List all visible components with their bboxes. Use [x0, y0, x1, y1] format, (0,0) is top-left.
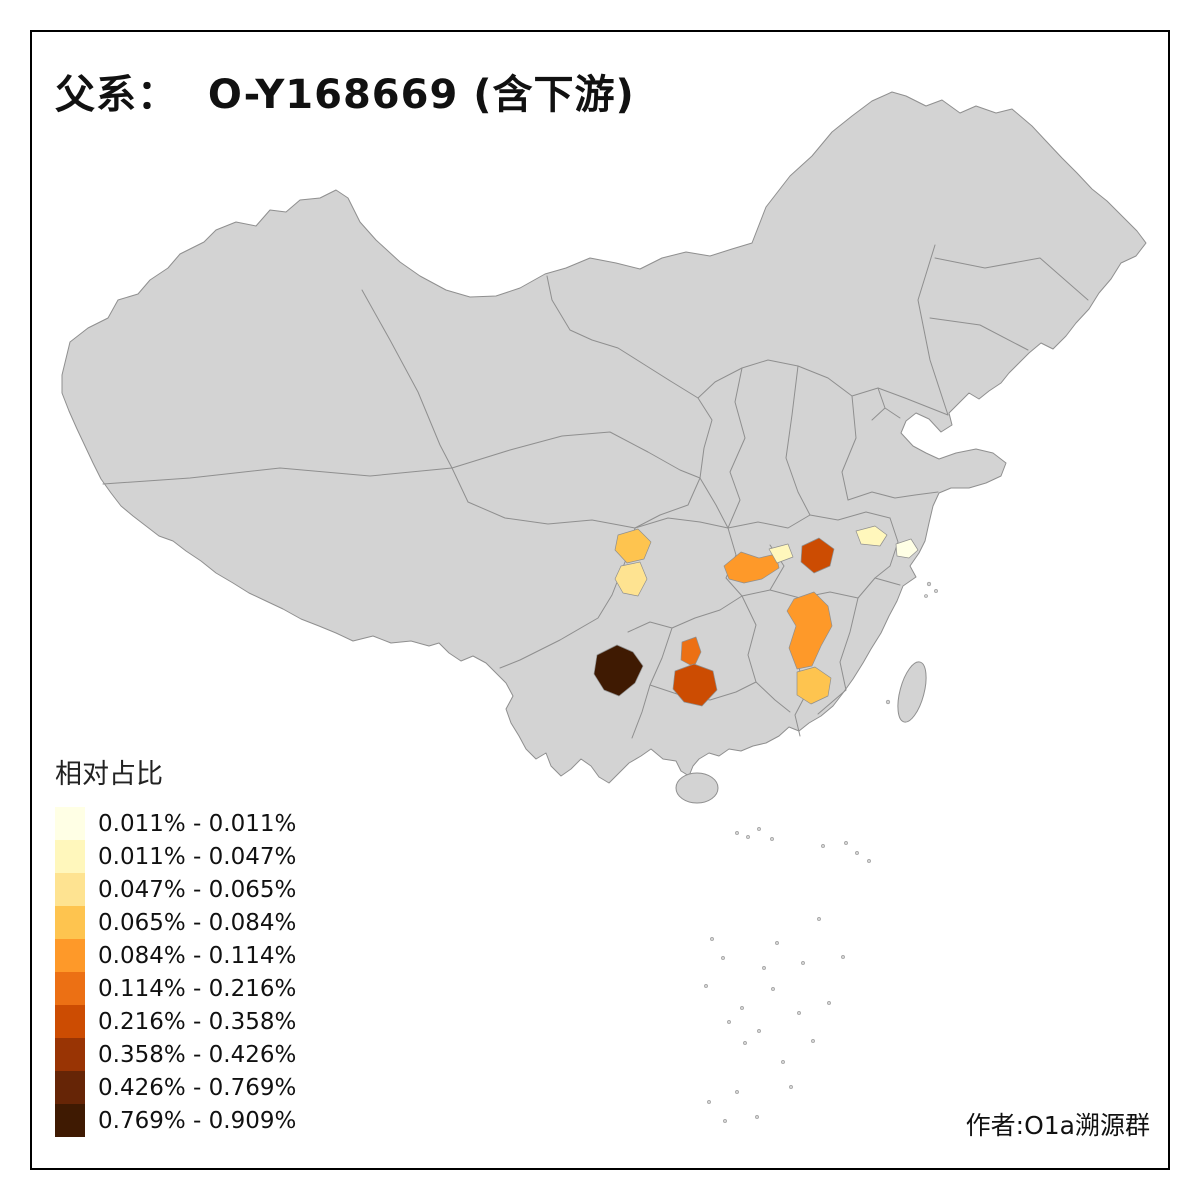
- legend-item: 0.426% - 0.769%: [55, 1071, 296, 1104]
- legend-label: 0.216% - 0.358%: [98, 1008, 297, 1035]
- legend-label: 0.358% - 0.426%: [98, 1041, 297, 1068]
- legend-swatch: [55, 939, 85, 972]
- legend-item: 0.084% - 0.114%: [55, 939, 296, 972]
- legend-swatch: [55, 807, 85, 840]
- region-sichuan-central: [614, 561, 648, 597]
- region-jiangxi-central: [786, 591, 833, 670]
- legend-label: 0.011% - 0.047%: [98, 843, 297, 870]
- legend-item: 0.358% - 0.426%: [55, 1038, 296, 1071]
- region-shanghai-area: [895, 538, 919, 559]
- legend-item: 0.114% - 0.216%: [55, 972, 296, 1005]
- legend-label: 0.065% - 0.084%: [98, 909, 297, 936]
- legend-label: 0.047% - 0.065%: [98, 876, 297, 903]
- legend-swatch: [55, 840, 85, 873]
- legend-swatch: [55, 1038, 85, 1071]
- legend-item: 0.216% - 0.358%: [55, 1005, 296, 1038]
- legend-title: 相对占比: [55, 759, 163, 790]
- legend: 相对占比 0.011% - 0.011% 0.011% - 0.047% 0.0…: [55, 752, 296, 1137]
- legend-swatch: [55, 906, 85, 939]
- legend-label: 0.011% - 0.011%: [98, 810, 297, 837]
- legend-swatch: [55, 1071, 85, 1104]
- author-credit: 作者:O1a溯源群: [965, 1111, 1150, 1140]
- region-hubei-central: [800, 537, 835, 574]
- hainan-island: [675, 772, 719, 804]
- region-hubei-southwest: [768, 543, 794, 564]
- south-china-sea-islets: [704, 581, 938, 1123]
- mainland: [61, 91, 1147, 804]
- legend-label: 0.084% - 0.114%: [98, 942, 297, 969]
- region-guizhou-central: [680, 636, 702, 668]
- legend-label: 0.769% - 0.909%: [98, 1107, 297, 1134]
- legend-swatch: [55, 873, 85, 906]
- legend-item: 0.011% - 0.011%: [55, 807, 296, 840]
- mainland-outline: [61, 91, 1147, 784]
- taiwan-island: [897, 661, 927, 723]
- region-guangdong-north: [796, 666, 832, 705]
- legend-item: 0.047% - 0.065%: [55, 873, 296, 906]
- legend-item: 0.065% - 0.084%: [55, 906, 296, 939]
- legend-swatch: [55, 972, 85, 1005]
- region-yunnan-northeast: [593, 644, 644, 697]
- legend-label: 0.114% - 0.216%: [98, 975, 297, 1002]
- region-anhui-central: [855, 525, 888, 547]
- legend-swatch: [55, 1005, 85, 1038]
- legend-item: 0.769% - 0.909%: [55, 1104, 296, 1137]
- legend-item: 0.011% - 0.047%: [55, 840, 296, 873]
- legend-swatch: [55, 1104, 85, 1137]
- legend-label: 0.426% - 0.769%: [98, 1074, 297, 1101]
- legend-items: 0.011% - 0.011% 0.011% - 0.047% 0.047% -…: [55, 807, 296, 1137]
- region-chongqing: [723, 551, 780, 584]
- region-sichuan-north: [614, 528, 652, 564]
- page-title: 父系： O-Y168669 (含下游): [55, 72, 635, 118]
- region-guizhou-south: [672, 663, 718, 707]
- highlighted-regions: [593, 525, 919, 707]
